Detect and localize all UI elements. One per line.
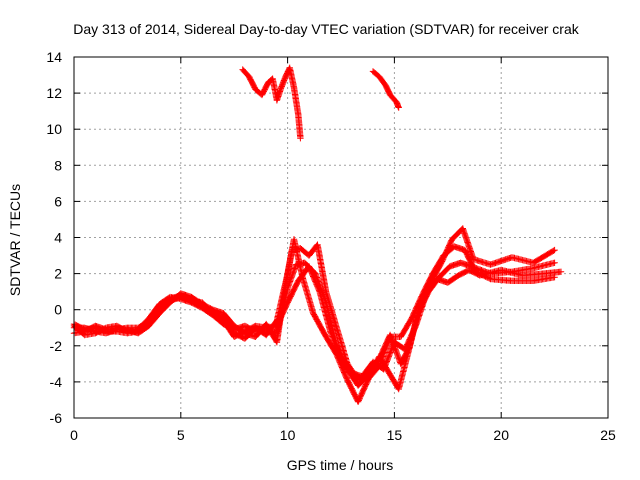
x-tick-label: 25 [600,427,616,443]
data-point-markers [70,225,558,384]
x-axis-title: GPS time / hours [287,457,394,473]
y-tick-label: 10 [46,121,62,137]
data-markers [70,64,565,405]
y-axis-title: SDTVAR / TECUs [7,184,23,296]
y-tick-label: -4 [50,374,63,390]
y-tick-label: 12 [46,85,62,101]
x-tick-label: 15 [387,427,403,443]
y-tick-label: 14 [46,49,62,65]
x-tick-label: 5 [177,427,185,443]
axis-ticks: 0 5 10 15 20 25 -6 -4 -2 0 2 4 6 8 10 12 14 [46,49,616,443]
y-tick-label: 6 [54,193,62,209]
y-tick-label: 0 [54,302,62,318]
x-tick-label: 10 [280,427,296,443]
y-tick-label: 8 [54,157,62,173]
grid-lines [74,57,608,418]
data-point-markers [369,68,402,111]
y-tick-label: 4 [54,230,62,246]
data-point-markers [239,64,304,142]
x-tick-label: 0 [70,427,78,443]
series-trace-5 [239,64,304,142]
y-tick-label: 2 [54,266,62,282]
series-trace-2 [70,225,558,384]
x-tick-label: 20 [493,427,509,443]
series-trace-6 [369,68,402,111]
y-tick-label: -6 [50,410,63,426]
chart-title: Day 313 of 2014, Sidereal Day-to-day VTE… [73,21,579,37]
y-tick-label: -2 [50,338,63,354]
